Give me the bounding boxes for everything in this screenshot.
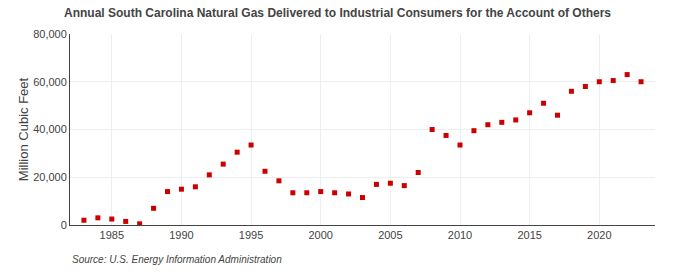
svg-text:20,000: 20,000 <box>33 171 67 183</box>
svg-text:1990: 1990 <box>169 229 193 241</box>
svg-text:60,000: 60,000 <box>33 76 67 88</box>
svg-text:Annual South Carolina Natural: Annual South Carolina Natural Gas Delive… <box>64 6 611 20</box>
svg-text:1985: 1985 <box>100 229 124 241</box>
svg-text:Million Cubic Feet: Million Cubic Feet <box>16 77 31 181</box>
svg-text:0: 0 <box>61 219 67 231</box>
svg-text:40,000: 40,000 <box>33 123 67 135</box>
svg-text:2020: 2020 <box>587 229 611 241</box>
svg-text:2000: 2000 <box>308 229 332 241</box>
svg-text:2005: 2005 <box>378 229 402 241</box>
svg-text:Source: U.S. Energy Informatio: Source: U.S. Energy Information Administ… <box>72 254 282 265</box>
svg-text:2015: 2015 <box>517 229 541 241</box>
svg-text:80,000: 80,000 <box>33 28 67 40</box>
svg-text:1995: 1995 <box>239 229 263 241</box>
svg-text:2010: 2010 <box>448 229 472 241</box>
